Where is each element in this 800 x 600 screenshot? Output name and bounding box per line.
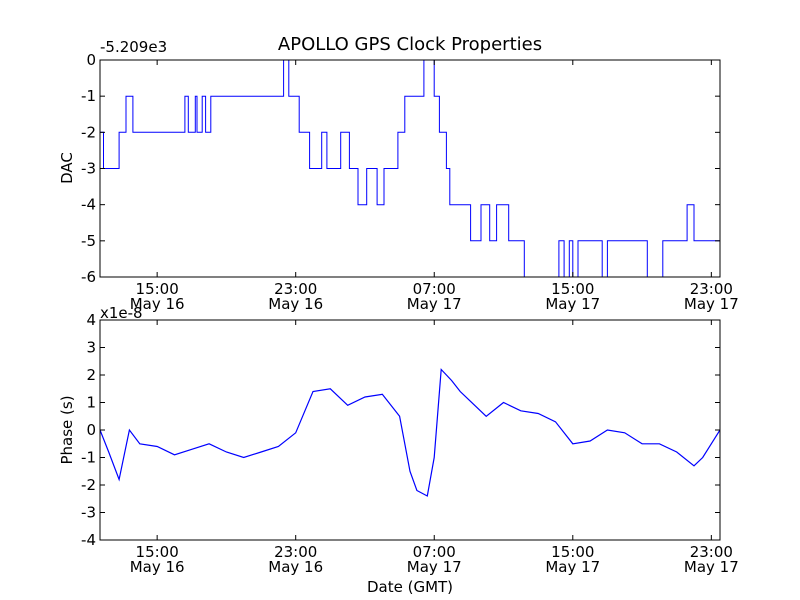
dac-y-tick-label: 0 bbox=[86, 51, 96, 69]
phase-x-tick-time: 15:00 bbox=[136, 543, 179, 561]
phase-y-tick-label: -1 bbox=[81, 449, 96, 467]
dac-y-tick-label: -4 bbox=[81, 196, 96, 214]
phase-y-tick-label: 1 bbox=[86, 394, 96, 412]
dac-offset-label: -5.209e3 bbox=[100, 38, 167, 56]
dac-y-tick-label: -1 bbox=[81, 87, 96, 105]
phase-y-axis-title: Phase (s) bbox=[58, 395, 76, 464]
phase-x-tick-time: 07:00 bbox=[413, 543, 456, 561]
phase-y-tick-label: -4 bbox=[81, 531, 96, 549]
dac-x-tick-time: 23:00 bbox=[274, 280, 317, 298]
dac-x-tick-date: May 17 bbox=[407, 295, 462, 313]
phase-y-tick-label: -2 bbox=[81, 476, 96, 494]
dac-series-line bbox=[100, 60, 720, 277]
phase-x-tick-time: 23:00 bbox=[274, 543, 317, 561]
phase-x-tick-date: May 17 bbox=[684, 558, 739, 576]
dac-x-tick-time: 15:00 bbox=[551, 280, 594, 298]
phase-y-tick-label: 3 bbox=[86, 339, 96, 357]
phase-x-tick-time: 15:00 bbox=[551, 543, 594, 561]
phase-series-line bbox=[100, 368, 720, 497]
dac-x-tick-date: May 16 bbox=[268, 295, 323, 313]
dac-y-tick-label: -2 bbox=[81, 123, 96, 141]
dac-y-tick-label: -5 bbox=[81, 232, 96, 250]
dac-x-tick-date: May 17 bbox=[684, 295, 739, 313]
phase-y-tick-label: 0 bbox=[86, 421, 96, 439]
dac-x-tick-date: May 17 bbox=[545, 295, 600, 313]
phase-x-axis-title: Date (GMT) bbox=[367, 578, 453, 596]
phase-x-tick-date: May 16 bbox=[130, 558, 185, 576]
dac-x-tick-time: 23:00 bbox=[690, 280, 733, 298]
dac-x-tick-date: May 16 bbox=[130, 295, 185, 313]
dac-y-tick-label: -6 bbox=[81, 268, 96, 286]
dac-y-axis-title: DAC bbox=[58, 152, 76, 184]
dac-y-tick-label: -3 bbox=[81, 160, 96, 178]
phase-x-tick-time: 23:00 bbox=[690, 543, 733, 561]
phase-y-tick-label: 2 bbox=[86, 366, 96, 384]
dac-x-tick-time: 07:00 bbox=[413, 280, 456, 298]
phase-x-tick-date: May 17 bbox=[407, 558, 462, 576]
phase-offset-label: x1e-8 bbox=[100, 304, 143, 322]
phase-y-tick-label: -3 bbox=[81, 504, 96, 522]
dac-x-tick-time: 15:00 bbox=[136, 280, 179, 298]
phase-x-tick-date: May 16 bbox=[268, 558, 323, 576]
phase-x-tick-date: May 17 bbox=[545, 558, 600, 576]
phase-y-tick-label: 4 bbox=[86, 311, 96, 329]
chart-title: APOLLO GPS Clock Properties bbox=[278, 34, 542, 55]
